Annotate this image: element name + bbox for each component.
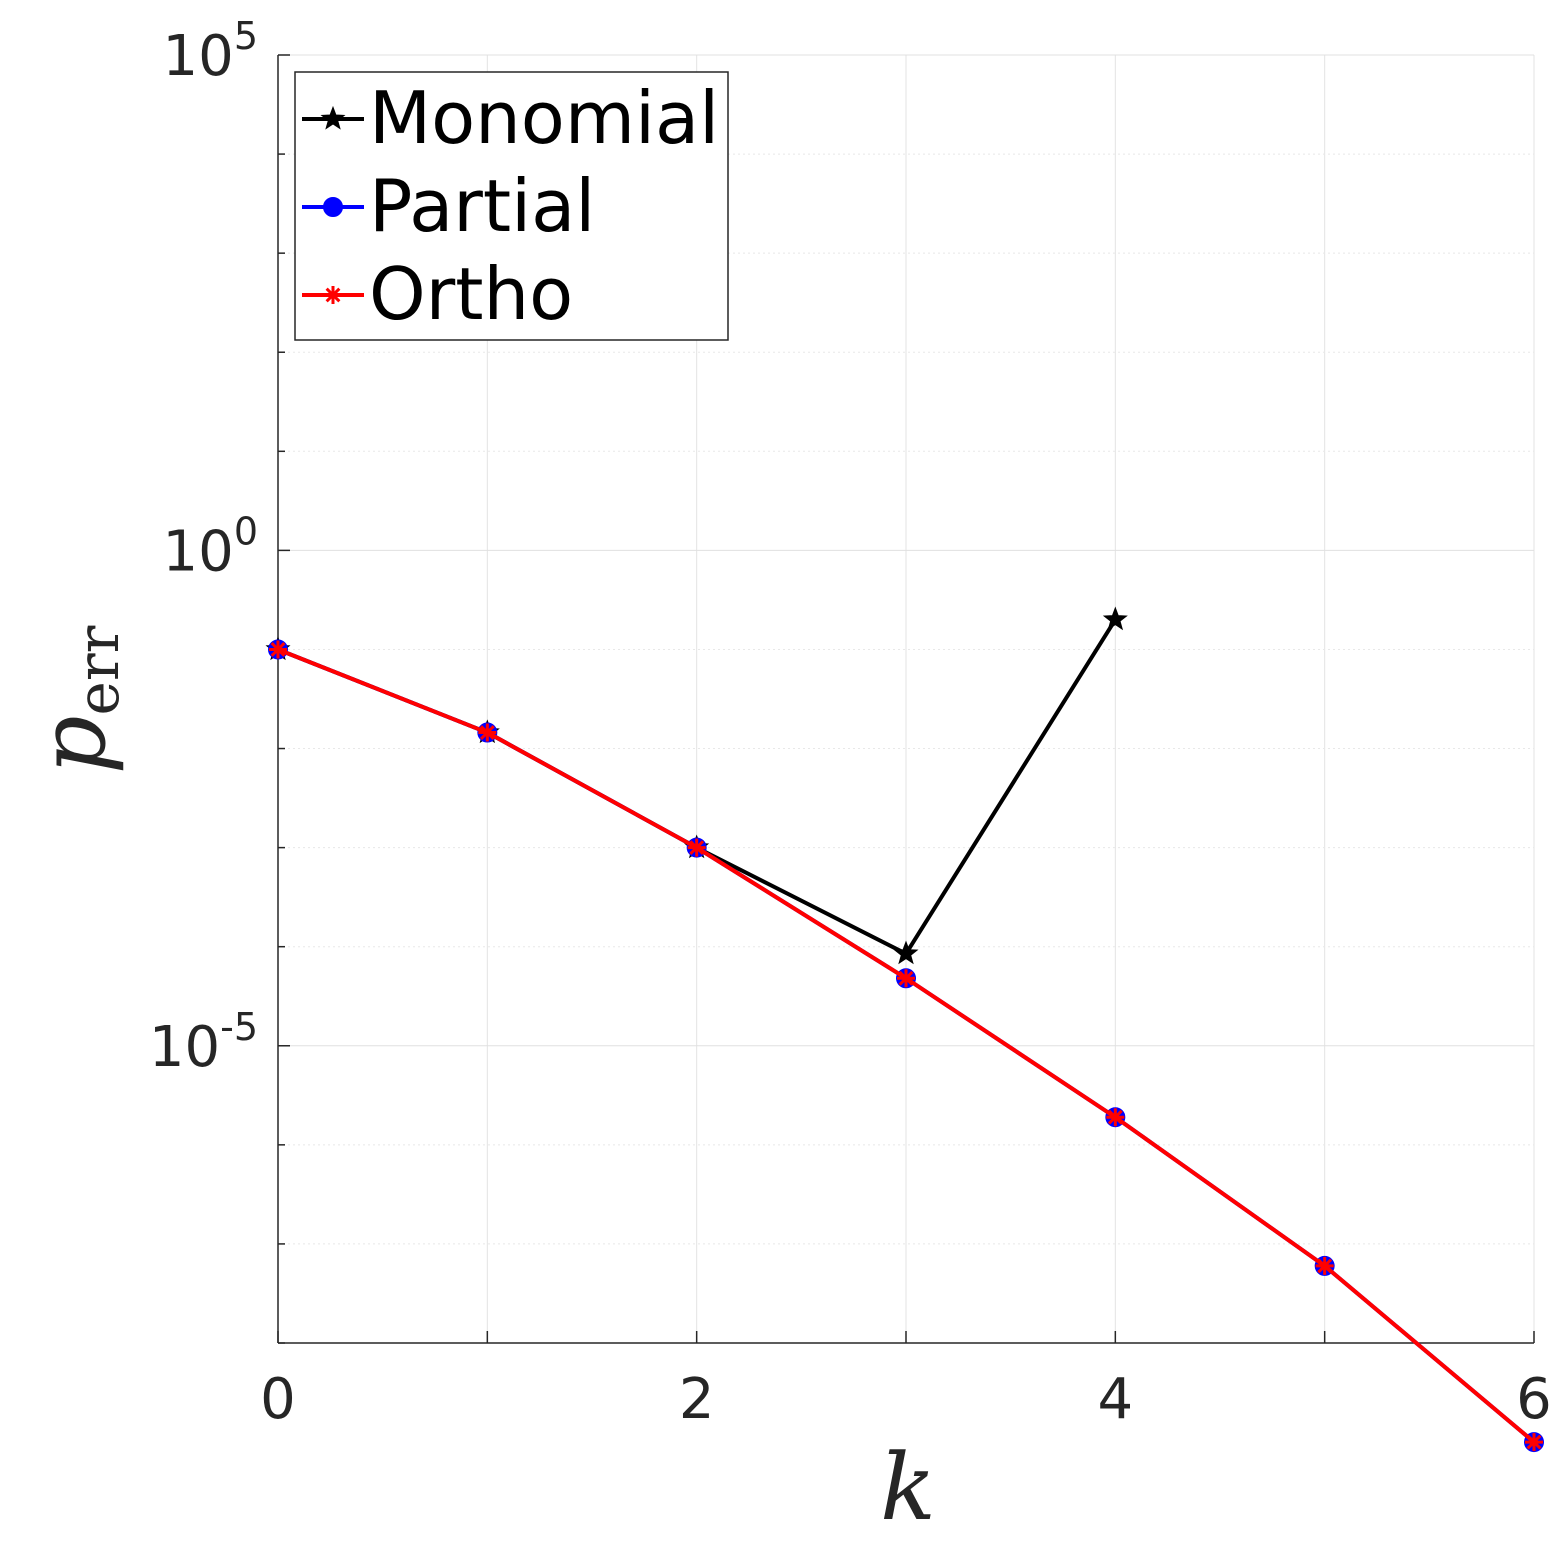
legend-marker [320,105,346,130]
x-tick-label: 4 [1098,1367,1134,1432]
legend-item-monomial: Monomial [302,76,719,160]
y-tick-label-base: 10 [163,24,234,89]
x-axis-label: k [880,1434,936,1541]
data-point-ortho [1106,1108,1125,1127]
legend-label: Partial [369,164,595,248]
y-axis-label-sub: err [64,625,132,715]
y-tick-label-exp: 0 [234,509,258,553]
legend-label: Ortho [369,252,573,336]
legend-box [294,71,729,341]
series-ortho [269,640,1543,1452]
legend-marker [324,286,342,304]
data-point-ortho [1525,1433,1543,1452]
y-tick-label-exp: -5 [220,1005,258,1049]
series-layer [265,606,1544,1453]
y-axis-label: perr [19,625,132,774]
x-tick-label: 2 [679,1367,715,1432]
y-tick-label: 10-5 [149,1005,258,1080]
y-tick-label-exp: 5 [234,14,258,58]
y-tick-label: 100 [163,509,258,584]
data-point-ortho [897,969,915,988]
y-axis-label-main: p [19,715,126,774]
y-tick-label-base: 10 [163,519,234,584]
axes-frame [277,54,1535,1344]
x-tick-labels: 0 2 4 6 [260,1367,1552,1432]
x-tick-label: 6 [1516,1367,1552,1432]
legend-item-ortho: Ortho [302,252,573,336]
data-point-ortho [269,640,287,659]
y-tick-label-base: 10 [149,1015,220,1080]
data-point-ortho [687,838,706,857]
data-point-ortho [1315,1256,1334,1275]
data-point-monomial [1102,606,1128,631]
data-point-ortho [478,723,497,742]
data-point-monomial [893,940,919,965]
legend-item-partial: Partial [302,164,595,248]
legend-label: Monomial [369,76,719,160]
x-tick-label: 0 [260,1367,296,1432]
grid [277,54,1535,1344]
legend-marker [323,197,343,217]
y-tick-label: 105 [163,14,258,89]
